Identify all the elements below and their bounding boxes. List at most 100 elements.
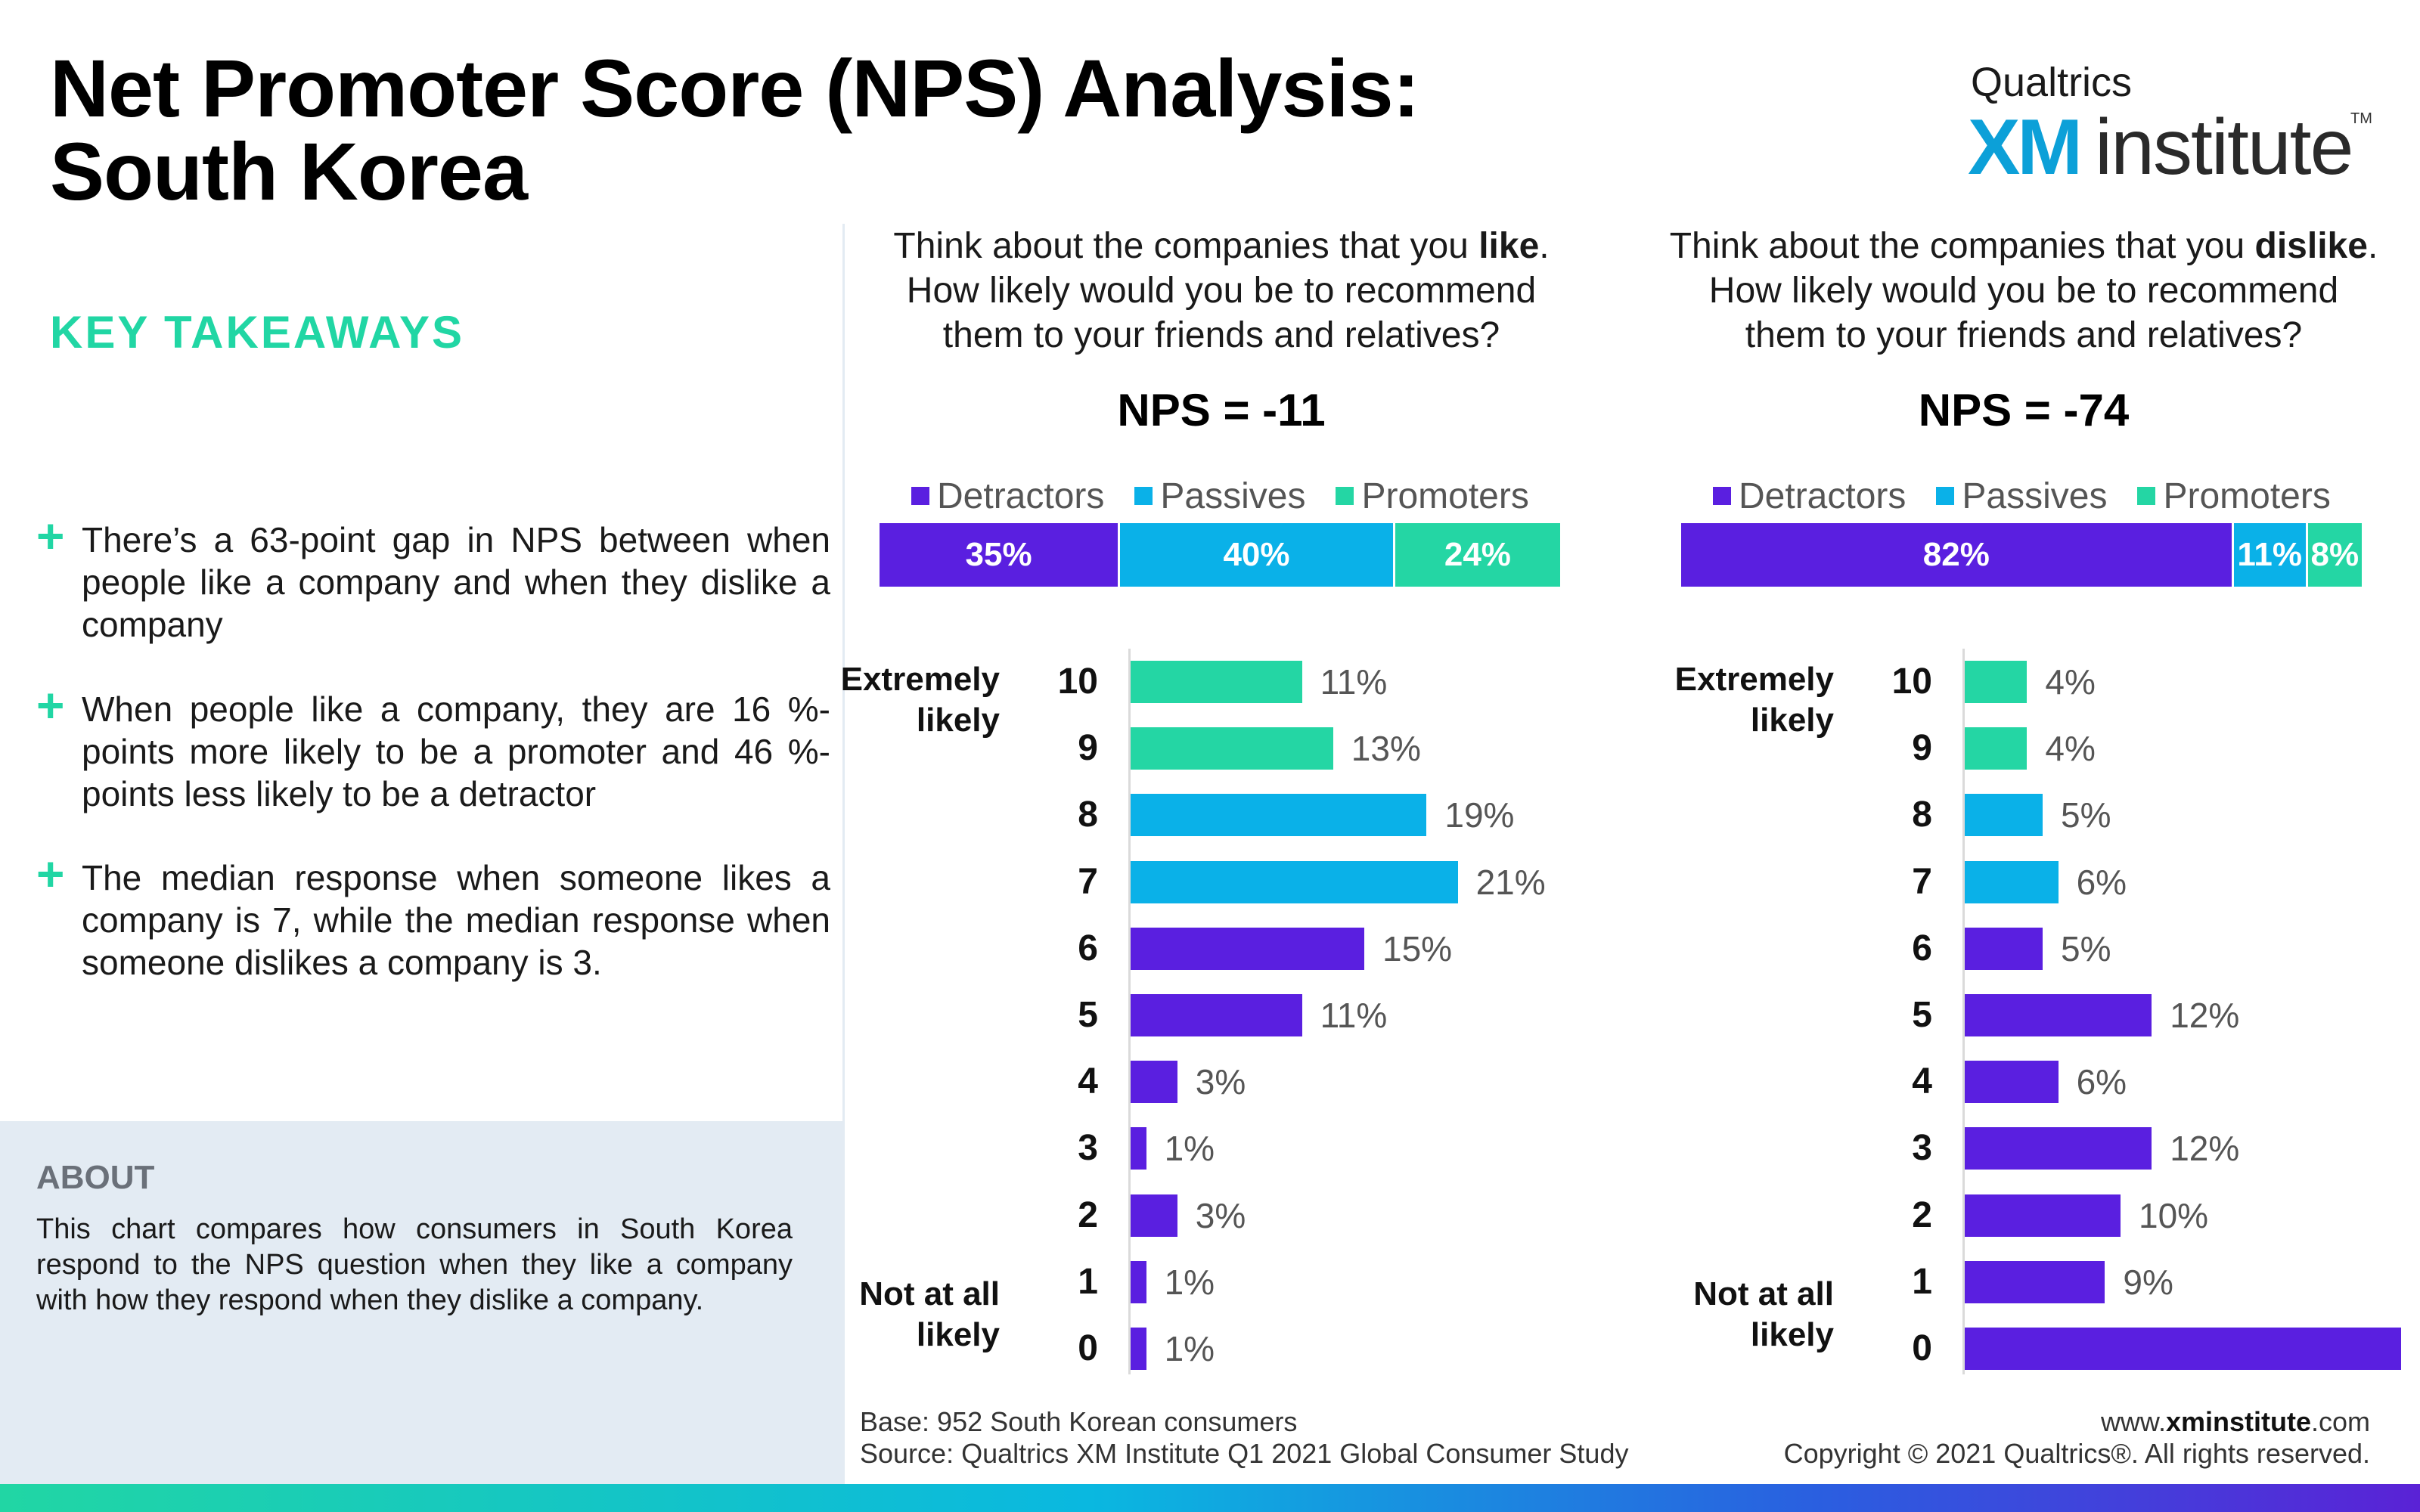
axis-bottom-label-line2: likely <box>1750 1316 1834 1354</box>
score-tick-label: 0 <box>1912 1328 1932 1368</box>
axis-bottom-label: Not at all likely <box>773 1274 1000 1356</box>
chart-question-line2: How likely would you be to recommend <box>906 271 1537 311</box>
chart-legend: Detractors Passives Promoters <box>1713 473 2361 519</box>
about-heading: ABOUT <box>36 1159 155 1196</box>
bar-score-7 <box>1131 860 1458 903</box>
bar-score-5 <box>1131 994 1302 1036</box>
legend-swatch <box>2137 487 2156 505</box>
bar-score-6 <box>1965 927 2043 970</box>
stacked-segment-detractors: 35% <box>880 523 1121 587</box>
legend-label: Detractors <box>937 476 1105 516</box>
score-tick-label: 5 <box>1912 995 1932 1035</box>
bar-score-3 <box>1131 1127 1146 1170</box>
bar-value-label: 21% <box>1475 862 1546 902</box>
score-tick-label: 10 <box>1891 662 1932 702</box>
bar-value-label: 9% <box>2123 1262 2173 1302</box>
chart-question-line1: Think about the companies that you like. <box>893 226 1550 266</box>
bar-value-label: 10% <box>2139 1195 2209 1235</box>
bar-score-9 <box>1965 727 2028 770</box>
page-title-line2: South Korea <box>50 125 528 217</box>
bar-score-3 <box>1965 1127 2152 1170</box>
legend-swatch <box>1936 487 1955 505</box>
stacked-segment-detractors: 82% <box>1681 523 2234 587</box>
bar-value-label: 1% <box>1164 1129 1215 1169</box>
axis-top-label: Extremely likely <box>1607 659 1834 741</box>
column-divider <box>842 224 845 1484</box>
stacked-segment-passives: 11% <box>2233 523 2308 587</box>
chart-question-keyword: like <box>1478 226 1540 266</box>
axis-bottom-label-line1: Not at all <box>1693 1275 1834 1313</box>
page-title-line1: Net Promoter Score (NPS) Analysis: <box>50 42 1420 134</box>
axis-top-label-line1: Extremely <box>840 661 1000 698</box>
score-tick-label: 6 <box>1912 928 1932 968</box>
bar-score-5 <box>1965 994 2152 1036</box>
nps-score: NPS = -74 <box>1918 385 2130 435</box>
legend-swatch <box>1713 487 1731 505</box>
footer-url[interactable]: www.xminstitute.com <box>2100 1406 2370 1437</box>
bar-value-label: 12% <box>2170 1129 2240 1169</box>
legend-swatch <box>1134 487 1153 505</box>
axis-bottom-label: Not at all likely <box>1607 1274 1834 1356</box>
score-tick-label: 4 <box>1078 1061 1098 1102</box>
legend-item: Detractors <box>911 476 1104 517</box>
legend-label: Detractors <box>1739 476 1907 516</box>
legend-item: Promoters <box>2137 476 2331 517</box>
footer-copyright: www.xminstitute.com Copyright © 2021 Qua… <box>1784 1406 2370 1470</box>
bar-score-4 <box>1131 1061 1177 1104</box>
footer-copyright-text: Copyright © 2021 Qualtrics®. All rights … <box>1783 1438 2370 1469</box>
chart-question-line1: Think about the companies that you disli… <box>1669 226 2378 266</box>
legend-label: Promoters <box>1361 476 1529 516</box>
bar-score-8 <box>1965 794 2043 837</box>
footer-source-text: Source: Qualtrics XM Institute Q1 2021 G… <box>860 1438 1629 1469</box>
bar-score-8 <box>1131 794 1427 837</box>
legend-item: Promoters <box>1336 476 1529 517</box>
stacked-segment-promoters: 8% <box>2307 523 2362 587</box>
bottom-gradient-strip <box>0 1484 2420 1512</box>
bar-score-9 <box>1131 727 1333 770</box>
bar-score-4 <box>1965 1061 2059 1104</box>
takeaway-text: When people like a company, they are 16 … <box>82 689 830 813</box>
chart-question: Think about the companies that you disli… <box>1646 224 2402 358</box>
score-tick-label: 3 <box>1078 1128 1098 1169</box>
bar-score-0 <box>1131 1328 1146 1370</box>
logo-brand: Qualtrics <box>1971 60 2133 105</box>
bar-score-0 <box>1965 1328 2401 1370</box>
bar-value-label: 19% <box>1444 795 1515 835</box>
bar-score-7 <box>1965 860 2059 903</box>
axis-top-label-line2: likely <box>1750 702 1834 739</box>
legend-item: Detractors <box>1713 476 1906 517</box>
plus-icon: + <box>36 509 65 563</box>
stacked-segment-passives: 40% <box>1120 523 1395 587</box>
score-tick-label: 6 <box>1078 928 1098 968</box>
chart-question: Think about the companies that you like.… <box>843 224 1599 358</box>
nps-stacked-bar: 82% 11% 8% <box>1681 523 2362 587</box>
chart-axis-line <box>1128 649 1131 1374</box>
bar-value-label: 3% <box>1195 1195 1246 1235</box>
bar-value-label: 1% <box>1164 1329 1215 1368</box>
bar-value-label: 15% <box>1382 928 1453 968</box>
takeaway-text: The median response when someone likes a… <box>82 858 830 982</box>
bar-value-label: 13% <box>1351 729 1421 769</box>
nps-stacked-bar: 35% 40% 24% <box>880 523 1560 587</box>
bar-value-label: 11% <box>1320 996 1388 1035</box>
bar-value-label: 3% <box>1195 1062 1246 1102</box>
bar-value-label: 4% <box>2045 729 2096 769</box>
legend-swatch <box>1336 487 1354 505</box>
bar-value-label: 11% <box>1320 662 1388 702</box>
bar-score-1 <box>1965 1260 2105 1303</box>
page-title: Net Promoter Score (NPS) Analysis: South… <box>50 47 1714 213</box>
footer-base: Base: 952 South Korean consumers <box>860 1406 1298 1437</box>
score-tick-label: 9 <box>1078 728 1098 769</box>
key-takeaways-heading: KEY TAKEAWAYS <box>50 307 465 358</box>
axis-top-label-line1: Extremely <box>1674 661 1834 698</box>
score-tick-label: 7 <box>1078 861 1098 902</box>
chart-question-line3: them to your friends and relatives? <box>942 315 1500 355</box>
bar-value-label: 4% <box>2045 662 2096 702</box>
score-tick-label: 9 <box>1912 728 1932 769</box>
bar-score-2 <box>1965 1194 2121 1237</box>
score-tick-label: 10 <box>1057 662 1098 702</box>
about-text: This chart compares how consumers in Sou… <box>36 1213 793 1316</box>
plus-icon: + <box>36 847 65 901</box>
axis-bottom-label-line1: Not at all <box>859 1275 1000 1313</box>
bar-value-label: 12% <box>2170 996 2240 1035</box>
